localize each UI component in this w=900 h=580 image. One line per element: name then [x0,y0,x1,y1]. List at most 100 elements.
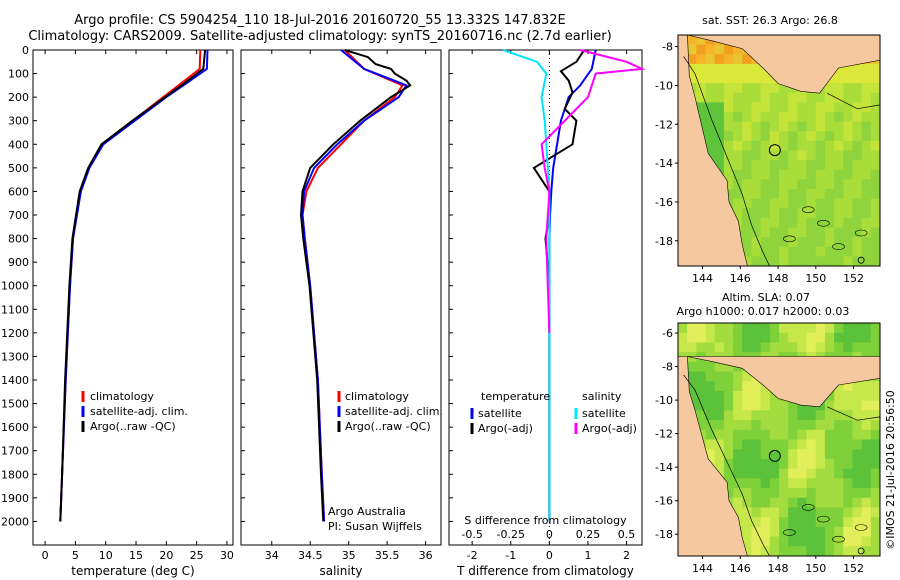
field-cell [843,189,853,200]
field-cell [806,429,817,440]
field-cell [824,150,835,161]
field-cell [705,342,716,353]
field-cell [760,342,771,353]
field-cell [788,227,798,238]
field-cell [843,400,853,411]
field-cell [852,420,863,431]
field-cell [733,44,743,55]
field-cell [723,160,734,171]
lat-tick-label: -10 [655,394,673,407]
field-cell [705,121,716,132]
field-cell [806,102,817,113]
field-cell [843,131,853,142]
field-cell [824,420,835,431]
field-cell [733,507,743,518]
field-cell [852,112,863,123]
salinity-diff-tick-label: 0.5 [618,528,636,541]
field-cell [852,488,863,499]
reef-outline [832,535,845,543]
field-cell [705,323,716,334]
field-cell [760,92,771,103]
field-cell [834,237,844,248]
field-cell [861,160,872,171]
field-cell [742,546,752,556]
field-cell [733,169,743,180]
field-cell [779,497,789,508]
field-cell [806,208,817,219]
field-cell [760,526,771,538]
field-cell [852,237,863,248]
field-cell [797,420,808,431]
field-cell [779,121,789,132]
field-cell [696,83,707,94]
field-cell [779,449,789,460]
field-cell [760,169,771,180]
field-cell [779,420,789,431]
field-cell [742,410,752,421]
field-cell [769,342,780,353]
field-cell [806,468,817,479]
reef-outline [817,515,830,523]
field-cell [834,546,844,556]
field-cell [870,420,880,431]
field-cell [824,227,835,238]
field-cell [779,526,789,538]
field-cell [852,526,863,538]
field-cell [705,44,716,55]
field-cell [760,198,771,209]
reef-outline [854,524,868,531]
field-cell [779,140,789,151]
field-cell [797,536,808,547]
field-cell [760,400,771,411]
field-cell [760,83,771,94]
salinity-diff-tick-label: -0.5 [461,528,482,541]
field-cell [751,449,762,460]
field-cell [751,410,762,421]
field-cell [705,332,716,343]
land-papua-new-guinea [687,356,880,408]
field-cell [751,429,762,440]
field-cell [815,507,826,518]
depth-tick-label: 1700 [1,445,29,458]
field-cell [843,160,853,171]
field-cell [696,92,707,103]
salinity-plot-frame [240,49,442,546]
lon-tick-label: 152 [843,272,864,285]
field-cell [760,449,771,460]
field-cell [861,458,872,470]
field-cell [815,488,826,499]
field-cell [742,429,752,440]
field-cell [678,332,688,343]
field-cell [723,400,734,411]
field-cell [769,390,780,402]
x-tick-label: 0 [546,549,553,562]
field-cell [760,227,771,238]
field-cell [687,54,697,65]
field-cell [797,332,808,343]
field-cell [769,102,780,113]
field-cell [861,517,872,528]
field-cell [815,169,826,180]
field-cell [870,73,880,84]
field-cell [751,189,762,200]
field-cell [696,102,707,113]
lat-tick-label: -14 [655,157,673,170]
field-cell [714,429,725,440]
field-cell [870,323,880,334]
depth-tick-label: 1500 [1,398,29,411]
field-cell [852,323,863,334]
lat-tick-label: -8 [662,361,673,374]
field-cell [815,342,826,353]
field-cell [723,83,734,94]
field-cell [760,478,771,489]
field-cell [769,92,780,103]
field-cell [742,92,752,103]
field-cell [751,526,762,538]
field-cell [751,73,762,84]
field-cell [696,361,707,373]
field-cell [788,169,798,180]
field-cell [696,73,707,84]
field-cell [843,507,853,518]
field-cell [843,140,853,151]
field-cell [760,179,771,190]
